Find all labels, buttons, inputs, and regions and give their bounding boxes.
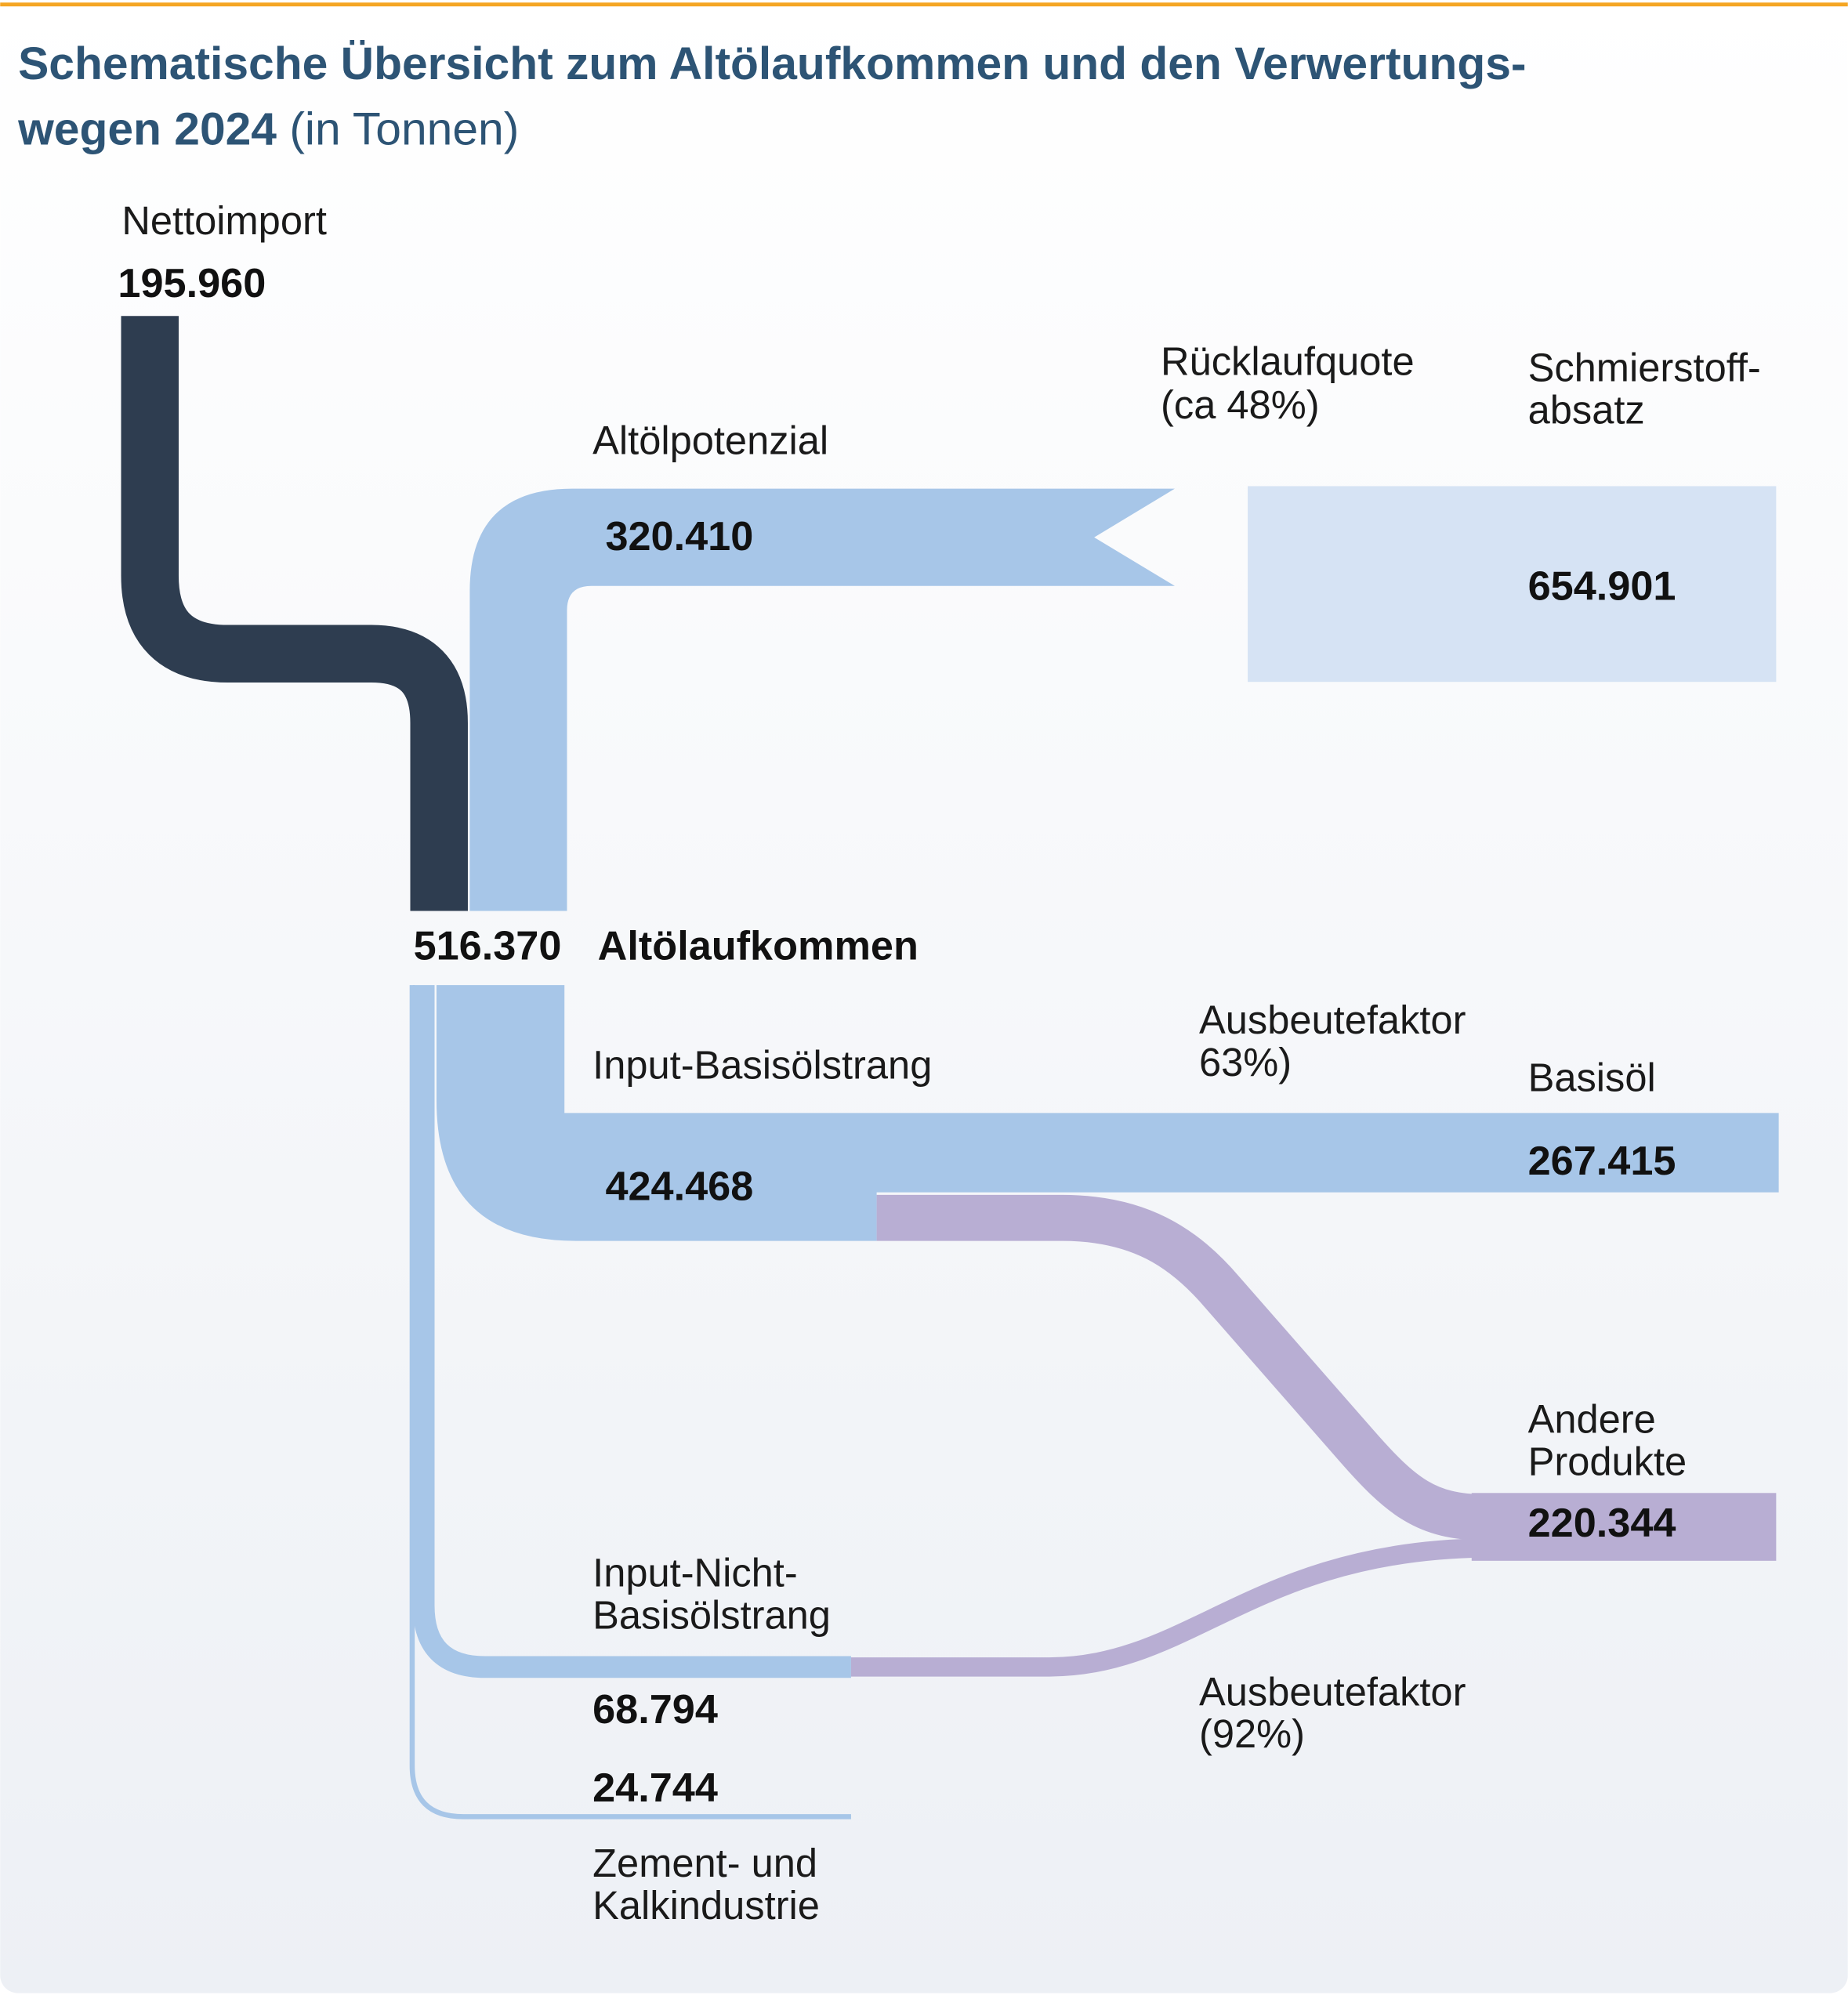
input-basisoel-value: 424.468 (605, 1164, 753, 1209)
schmierstoff-label-1: Schmierstoff- (1528, 346, 1761, 390)
basisoel-value: 267.415 (1528, 1139, 1676, 1184)
input-nicht-basisoel-value: 68.794 (592, 1687, 718, 1733)
flow-altoelpotenzial (469, 488, 1175, 911)
zement-value: 24.744 (592, 1765, 718, 1811)
accent-line (0, 2, 1848, 7)
schmierstoff-value: 654.901 (1528, 564, 1676, 610)
schmierstoff-label-2: absatz (1528, 387, 1645, 432)
node-schmierstoffabsatz (1248, 486, 1777, 683)
andere-produkte-value: 220.344 (1528, 1501, 1676, 1546)
input-nicht-basisoel-label-2: Basisölstrang (592, 1592, 831, 1637)
zement-label-2: Kalkindustrie (592, 1883, 820, 1928)
ausbeute-63-label: Ausbeutefaktor (1199, 998, 1466, 1042)
input-basisoel-label: Input-Basisölstrang (592, 1042, 932, 1087)
altoelpotenzial-value: 320.410 (605, 514, 753, 559)
title-line2: wegen 2024 (in Tonnen) (17, 103, 519, 154)
flow-andere-produkte-main (876, 1194, 1485, 1541)
nettoimport-value: 195.960 (118, 261, 266, 306)
ausbeute-92-percent: (92%) (1199, 1711, 1305, 1756)
zement-label-1: Zement- und (592, 1841, 817, 1885)
nettoimport-label: Nettoimport (121, 198, 327, 243)
flow-nettoimport (121, 316, 468, 911)
basisoel-label: Basisöl (1528, 1056, 1656, 1100)
input-nicht-basisoel-label-1: Input-Nicht- (592, 1550, 798, 1595)
flow-zement (409, 985, 851, 1820)
altoelaufkommen-label: Altölaufkommen (598, 923, 919, 969)
flow-input-basisoel (436, 985, 1779, 1241)
node-andere-produkte (1471, 1493, 1777, 1561)
ruecklaufquote-percent: (ca 48%) (1161, 382, 1320, 427)
altoelpotenzial-label: Altölpotenzial (592, 418, 828, 463)
altoelaufkommen-value: 516.370 (414, 923, 562, 969)
flow-input-nicht-basisoel (412, 985, 851, 1678)
title-line1: Schematische Übersicht zum Altölaufkomme… (18, 38, 1526, 89)
title-unit: (in Tonnen) (289, 103, 519, 154)
ruecklaufquote-label: Rücklaufquote (1161, 339, 1415, 383)
flow-andere-produkte-nicht-basis (850, 1538, 1485, 1677)
andere-produkte-label-1: Andere (1528, 1397, 1656, 1442)
andere-produkte-label-2: Produkte (1528, 1439, 1687, 1483)
ausbeute-63-percent: 63%) (1199, 1040, 1292, 1084)
ausbeute-92-label: Ausbeutefaktor (1199, 1669, 1466, 1714)
